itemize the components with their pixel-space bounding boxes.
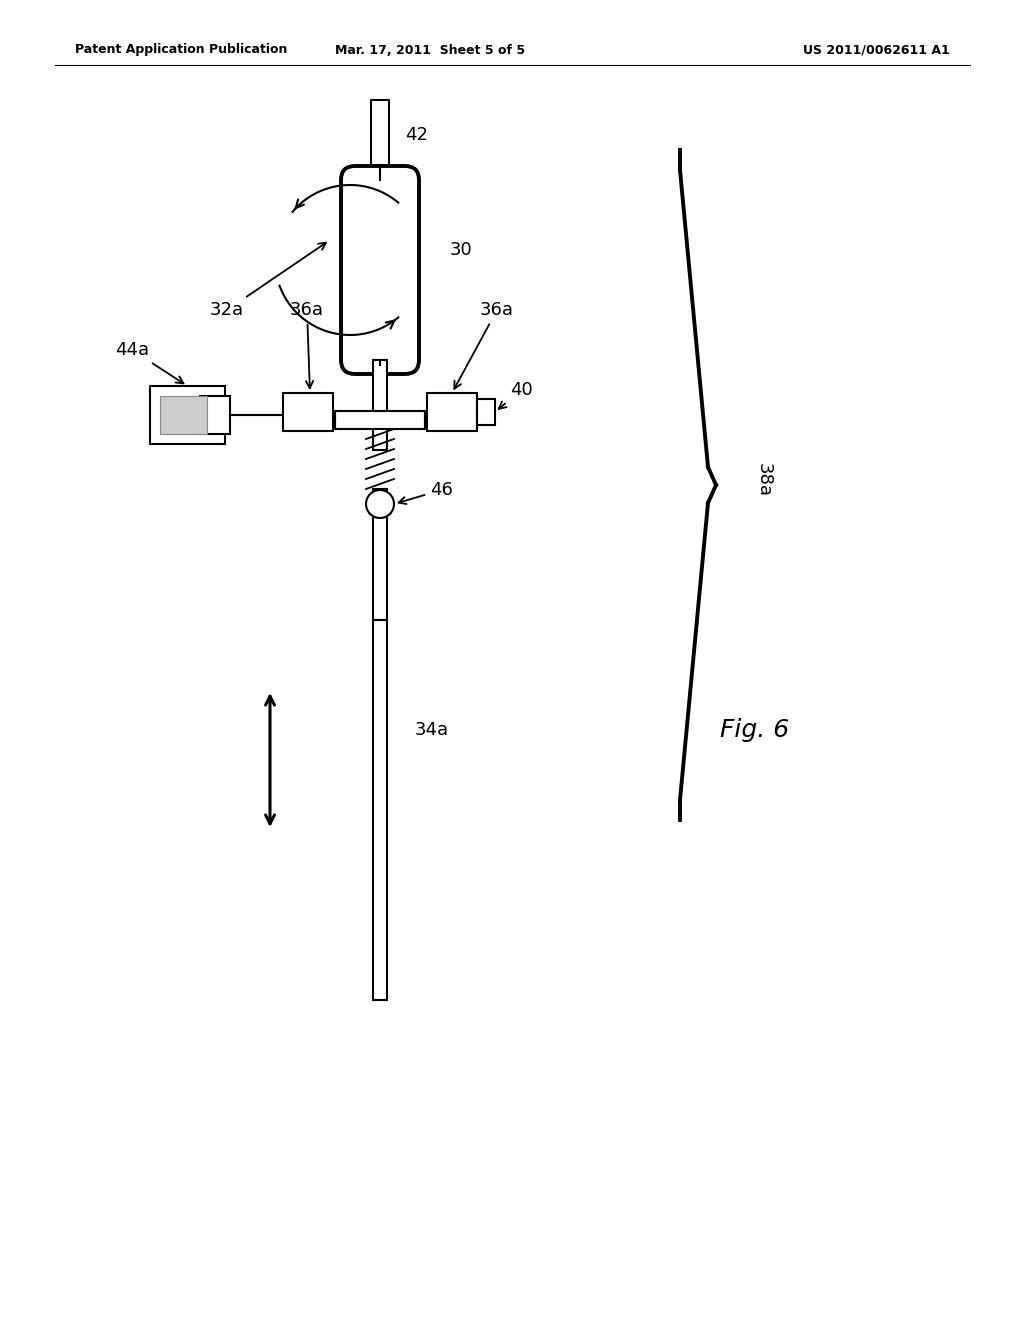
Bar [371, 100, 389, 165]
Bar [150, 385, 225, 444]
Bar [427, 393, 477, 432]
Text: Fig. 6: Fig. 6 [720, 718, 790, 742]
Bar [200, 396, 230, 434]
Text: 44a: 44a [115, 341, 183, 383]
Text: 38a: 38a [755, 463, 773, 498]
Bar [283, 393, 333, 432]
Bar [477, 399, 495, 425]
Text: Mar. 17, 2011  Sheet 5 of 5: Mar. 17, 2011 Sheet 5 of 5 [335, 44, 525, 57]
Bar [373, 620, 387, 1001]
Bar [335, 411, 425, 429]
Text: 30: 30 [450, 242, 473, 259]
Bar [425, 411, 443, 429]
Bar [373, 360, 387, 450]
Text: 32a: 32a [210, 243, 326, 319]
Text: 42: 42 [406, 125, 428, 144]
Bar [374, 165, 386, 360]
Bar [317, 411, 335, 429]
Text: 36a: 36a [290, 301, 324, 388]
Text: 34a: 34a [415, 721, 450, 739]
Circle shape [366, 490, 394, 517]
FancyBboxPatch shape [341, 166, 419, 374]
Text: 36a: 36a [455, 301, 514, 389]
Text: 46: 46 [398, 480, 453, 504]
Text: US 2011/0062611 A1: US 2011/0062611 A1 [803, 44, 950, 57]
Bar [160, 396, 207, 434]
Text: 40: 40 [499, 381, 532, 409]
Bar [373, 488, 387, 620]
Text: Patent Application Publication: Patent Application Publication [75, 44, 288, 57]
